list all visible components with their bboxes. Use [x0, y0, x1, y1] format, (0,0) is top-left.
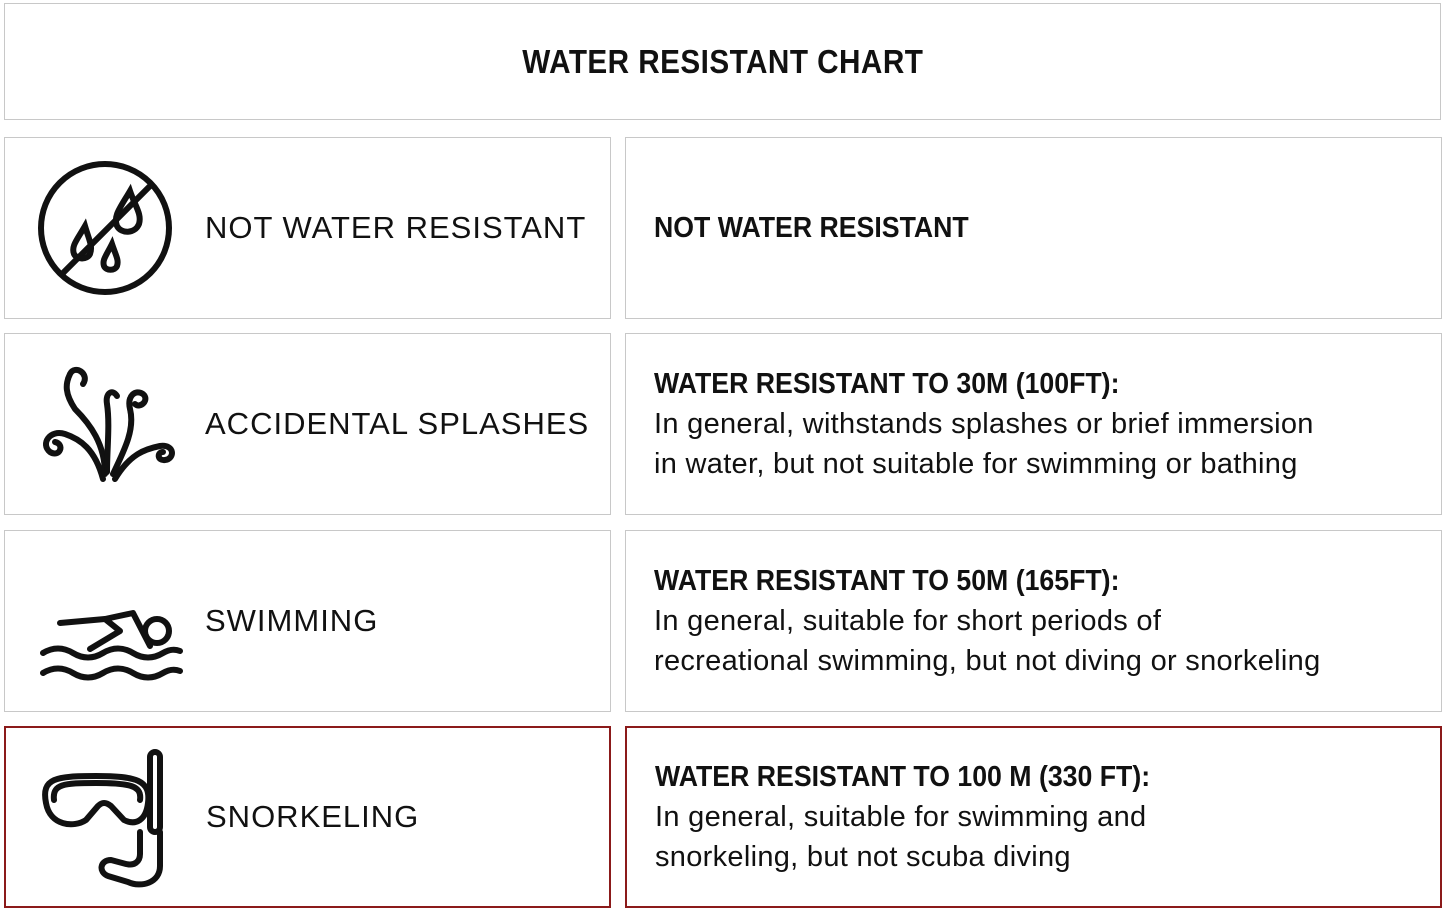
rating-label: SWIMMING — [205, 603, 379, 638]
description-line: snorkeling, but not scuba diving — [655, 841, 1071, 873]
rating-label: NOT WATER RESISTANT — [205, 210, 587, 245]
rating-label: ACCIDENTAL SPLASHES — [205, 406, 590, 441]
description-heading: WATER RESISTANT TO 50M (165FT): — [654, 565, 1120, 597]
description-cell: NOT WATER RESISTANT — [625, 137, 1442, 319]
description-heading: WATER RESISTANT TO 30M (100FT): — [654, 368, 1120, 400]
description-line: in water, but not suitable for swimming … — [654, 448, 1298, 480]
title-text: WATER RESISTANT CHART — [521, 42, 924, 80]
description-heading: WATER RESISTANT TO 100 M (330 FT): — [655, 761, 1151, 793]
description-heading: NOT WATER RESISTANT — [654, 212, 969, 244]
description-cell: WATER RESISTANT TO 50M (165FT): In gener… — [625, 530, 1442, 712]
description-cell: WATER RESISTANT TO 30M (100FT): In gener… — [625, 333, 1442, 515]
rating-label: SNORKELING — [206, 799, 420, 834]
description-line: recreational swimming, but not diving or… — [654, 645, 1321, 677]
rating-cell-not-water-resistant: NOT WATER RESISTANT — [4, 137, 611, 319]
rating-cell-accidental-splashes: ACCIDENTAL SPLASHES — [4, 333, 611, 515]
description-line: In general, suitable for swimming and — [655, 801, 1147, 833]
rating-cell-swimming: SWIMMING — [4, 530, 611, 712]
swimmer-icon — [40, 610, 183, 681]
snorkel-mask-icon — [42, 749, 163, 888]
description-line: In general, withstands splashes or brief… — [654, 408, 1314, 440]
chart-title: WATER RESISTANT CHART — [4, 3, 1441, 120]
description-line: In general, suitable for short periods o… — [654, 605, 1162, 637]
rating-cell-snorkeling: SNORKELING — [4, 726, 611, 908]
splash-icon — [43, 366, 175, 482]
no-water-drops-icon — [38, 161, 172, 295]
description-cell: WATER RESISTANT TO 100 M (330 FT): In ge… — [625, 726, 1442, 908]
